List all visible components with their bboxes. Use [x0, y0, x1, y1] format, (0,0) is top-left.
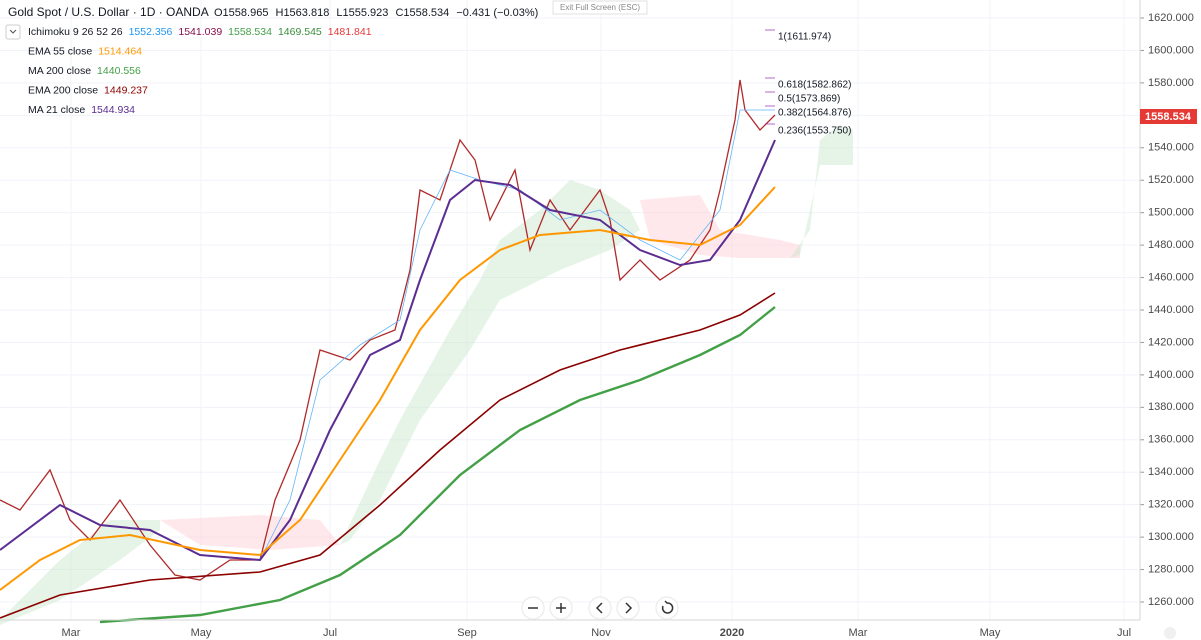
y-tick-label: 1380.000 [1148, 401, 1194, 413]
indicator: Ichimoku 9 26 52 26 1552.356 1541.039 1558.… [28, 26, 372, 38]
indicator-value: 1541.039 [178, 26, 222, 38]
tenkan-line [259, 109, 775, 561]
indicator-value: 1558.534 [228, 26, 272, 38]
indicator-value: 1544.934 [91, 104, 135, 116]
indicator-name: EMA 200 close [28, 84, 98, 96]
indicator-value: 1449.237 [104, 84, 148, 96]
ma200-line [99, 306, 776, 624]
ichimoku-cloud [340, 180, 640, 545]
reset[interactable] [655, 596, 679, 620]
fib-labels: 1(1611.974) 0.618(1582.862) 0.5(1573.869) 0… [778, 32, 851, 137]
exit-label: Exit Full Screen (ESC) [560, 3, 640, 12]
indicator-value: 1481.841 [328, 26, 372, 38]
y-tick-label: 1580.000 [1148, 77, 1194, 89]
indicator-name: Ichimoku 9 26 52 26 [28, 26, 123, 38]
y-tick-label: 1260.000 [1148, 596, 1194, 608]
indicator-value: 1440.556 [97, 65, 141, 77]
y-tick-label: 1300.000 [1148, 531, 1194, 543]
indicator: MA 21 close 1544.934 [28, 104, 135, 116]
y-tick-label: 1620.000 [1148, 12, 1194, 24]
x-tick-label: May [980, 627, 1001, 639]
scroll-right[interactable] [616, 596, 640, 620]
ichimoku-cloud [0, 520, 160, 625]
open: O1558.965 [214, 7, 268, 19]
y-tick-label: 1320.000 [1148, 499, 1194, 511]
y-tick-label: 1280.000 [1148, 563, 1194, 575]
y-tick-label: 1500.000 [1148, 207, 1194, 219]
ma21-line [0, 139, 776, 562]
indicator: MA 200 close 1440.556 [28, 65, 141, 77]
indicator-value: 1552.356 [129, 26, 173, 38]
fib-label: 0.618(1582.862) [778, 80, 851, 91]
y-tick-label: 1400.000 [1148, 369, 1194, 381]
indicator-value: 1469.545 [278, 26, 322, 38]
y-tick-label: 1520.000 [1148, 174, 1194, 186]
high: H1563.818 [276, 7, 330, 19]
y-tick-label: 1420.000 [1148, 336, 1194, 348]
fib-label: 1(1611.974) [778, 32, 831, 43]
x-tick-label: Jul [1117, 627, 1131, 639]
fib-label: 0.382(1564.876) [778, 108, 851, 119]
plot [0, 29, 853, 625]
x-tick-label: 2020 [720, 627, 744, 639]
symbol: Gold Spot / U.S. Dollar · 1D · OANDA [8, 5, 209, 19]
ichimoku-cloud [640, 195, 800, 258]
ema55-line [0, 186, 776, 591]
indicator-legend: Ichimoku 9 26 52 26 1552.356 1541.039 1558.… [28, 26, 372, 116]
ohlc: O1558.965 H1563.818 L1555.923 C1558.534 … [214, 7, 538, 19]
ichimoku-cloud [160, 515, 340, 550]
y-tick-label: 1480.000 [1148, 239, 1194, 251]
nav-controls [521, 596, 679, 620]
fib-label: 0.5(1573.869) [778, 94, 840, 105]
y-tick-label: 1600.000 [1148, 44, 1194, 56]
chevron-icon [9, 29, 17, 34]
low: L1555.923 [336, 7, 388, 19]
fib-lines [765, 29, 775, 125]
indicator: EMA 200 close 1449.237 [28, 84, 148, 96]
y-tick-label: 1460.000 [1148, 271, 1194, 283]
close: C1558.534 [395, 7, 449, 19]
indicator-name: MA 21 close [28, 104, 85, 116]
exit-button[interactable] [552, 0, 648, 15]
auto-scale-button[interactable] [1164, 627, 1176, 639]
y-tick-label: 1540.000 [1148, 142, 1194, 154]
change: −0.431 (−0.03%) [456, 7, 538, 19]
scroll-left[interactable] [588, 596, 612, 620]
indicator-value: 1514.464 [98, 45, 142, 57]
y-tick-label: 1440.000 [1148, 304, 1194, 316]
ema200-line [0, 292, 776, 619]
y-tick-label: 1360.000 [1148, 434, 1194, 446]
price-tag [1140, 109, 1197, 124]
x-tick-label: May [191, 627, 212, 639]
y-axis: 1620.0001600.0001580.0001560.0001540.000… [0, 12, 1194, 608]
x-tick-label: Mar [62, 627, 81, 639]
x-tick-label: Mar [849, 627, 868, 639]
indicator-name: MA 200 close [28, 65, 91, 77]
x-tick-label: Jul [323, 627, 337, 639]
ichimoku-cloud [790, 125, 853, 258]
x-tick-label: Nov [591, 627, 611, 639]
price-tag-label: 1558.534 [1145, 111, 1192, 123]
x-tick-label: Sep [457, 627, 477, 639]
fib-label: 0.236(1553.750) [778, 126, 851, 137]
y-tick-label: 1340.000 [1148, 466, 1194, 478]
collapse-button[interactable] [5, 24, 21, 40]
indicator-name: EMA 55 close [28, 45, 92, 57]
indicator: EMA 55 close 1514.464 [28, 45, 142, 57]
